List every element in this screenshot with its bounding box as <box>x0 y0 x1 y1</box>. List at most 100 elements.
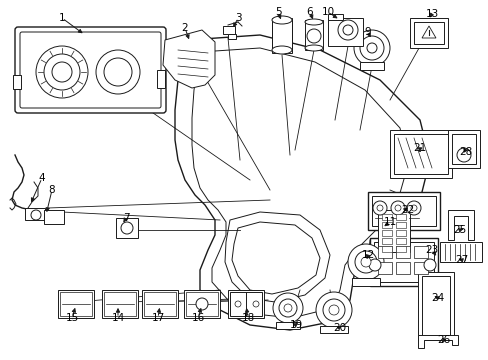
Bar <box>439 242 481 262</box>
Circle shape <box>353 30 389 66</box>
Polygon shape <box>192 48 407 318</box>
Circle shape <box>272 293 303 323</box>
Text: 25: 25 <box>452 225 466 235</box>
Text: 22: 22 <box>401 205 414 215</box>
Circle shape <box>423 259 435 271</box>
Circle shape <box>342 25 352 35</box>
Circle shape <box>315 292 351 328</box>
Bar <box>275 322 299 329</box>
Polygon shape <box>417 335 457 348</box>
Bar <box>381 214 391 220</box>
Bar <box>227 34 236 39</box>
Bar <box>142 290 178 318</box>
Polygon shape <box>163 30 215 88</box>
Circle shape <box>360 257 370 267</box>
Bar <box>44 210 64 224</box>
Circle shape <box>394 205 400 211</box>
Text: 24: 24 <box>430 293 444 303</box>
Circle shape <box>252 301 259 307</box>
Text: 4: 4 <box>39 173 45 183</box>
Text: 12: 12 <box>361 250 374 260</box>
Circle shape <box>235 301 241 307</box>
Circle shape <box>410 205 416 211</box>
Bar <box>229 292 262 316</box>
Text: 13: 13 <box>425 9 438 19</box>
Text: 26: 26 <box>436 335 450 345</box>
Bar <box>447 130 479 168</box>
Bar <box>351 278 379 286</box>
Polygon shape <box>224 212 329 302</box>
Circle shape <box>121 222 133 234</box>
Text: 11: 11 <box>383 217 396 227</box>
Circle shape <box>328 305 338 315</box>
Ellipse shape <box>271 46 291 54</box>
Circle shape <box>44 54 80 90</box>
Bar <box>395 262 409 274</box>
Bar <box>227 290 264 318</box>
Bar <box>413 262 427 274</box>
FancyBboxPatch shape <box>20 32 161 108</box>
Text: 6: 6 <box>306 7 313 17</box>
Bar <box>102 290 138 318</box>
Text: 19: 19 <box>289 320 302 330</box>
Text: 8: 8 <box>49 185 55 195</box>
Bar <box>381 238 391 244</box>
Bar <box>223 26 235 34</box>
Text: 14: 14 <box>111 313 124 323</box>
Polygon shape <box>175 35 429 330</box>
Bar <box>377 246 391 258</box>
Bar <box>359 62 383 70</box>
Circle shape <box>323 299 345 321</box>
Text: 18: 18 <box>241 313 254 323</box>
Polygon shape <box>231 222 319 294</box>
Bar <box>389 130 451 178</box>
Circle shape <box>347 244 383 280</box>
Text: 21: 21 <box>412 143 426 153</box>
Bar <box>377 262 391 274</box>
Bar <box>451 134 475 164</box>
Bar <box>185 292 218 316</box>
Bar <box>367 192 439 230</box>
Text: 7: 7 <box>122 213 129 223</box>
Circle shape <box>279 299 296 317</box>
Bar <box>393 134 447 174</box>
Circle shape <box>372 201 386 215</box>
Circle shape <box>406 201 420 215</box>
FancyBboxPatch shape <box>15 27 165 113</box>
Bar <box>377 210 409 252</box>
Polygon shape <box>447 210 473 240</box>
Circle shape <box>104 58 132 86</box>
Bar <box>421 276 449 336</box>
Bar <box>60 292 92 316</box>
Bar <box>409 18 447 48</box>
Bar <box>25 208 45 220</box>
Bar <box>327 18 362 46</box>
Text: 1: 1 <box>59 13 65 23</box>
Bar <box>417 272 453 340</box>
Bar <box>305 20 323 50</box>
Bar <box>395 238 405 244</box>
Circle shape <box>376 205 382 211</box>
Bar <box>143 292 176 316</box>
Bar <box>13 75 21 89</box>
Circle shape <box>96 50 140 94</box>
Text: 16: 16 <box>191 313 204 323</box>
Bar <box>413 246 427 258</box>
Circle shape <box>306 29 320 43</box>
Bar <box>116 218 138 238</box>
Polygon shape <box>421 26 435 38</box>
Bar <box>157 70 164 88</box>
Circle shape <box>354 251 376 273</box>
Text: 15: 15 <box>65 313 79 323</box>
Bar <box>381 230 391 236</box>
Ellipse shape <box>305 19 323 25</box>
Text: 10: 10 <box>321 7 334 17</box>
Text: 9: 9 <box>364 27 370 37</box>
Bar <box>104 292 136 316</box>
Circle shape <box>284 304 291 312</box>
Circle shape <box>337 20 357 40</box>
Circle shape <box>359 36 383 60</box>
Circle shape <box>31 210 41 220</box>
Text: 3: 3 <box>234 13 241 23</box>
Circle shape <box>36 46 88 98</box>
